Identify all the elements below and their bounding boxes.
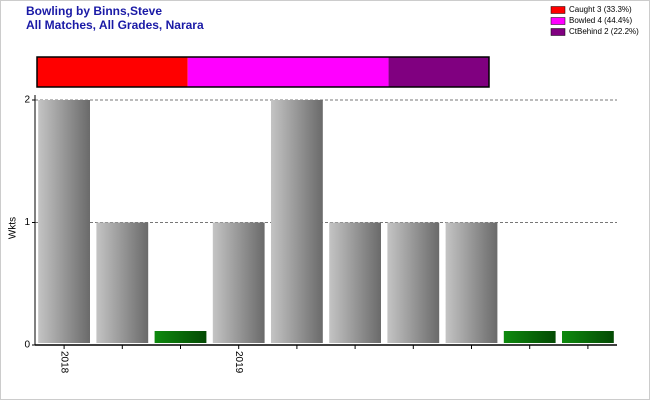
legend-swatch bbox=[550, 17, 566, 25]
proportion-segment bbox=[37, 57, 188, 87]
bar bbox=[38, 100, 90, 343]
bar bbox=[562, 331, 614, 343]
y-axis-label: Wkts bbox=[8, 217, 19, 239]
proportion-segment bbox=[388, 57, 489, 87]
chart-title: Bowling by Binns,Steve bbox=[26, 4, 162, 18]
legend-label: Bowled 4 (44.4%) bbox=[569, 16, 632, 25]
y-tick-label: 2 bbox=[24, 95, 30, 106]
legend-label: CtBehind 2 (22.2%) bbox=[569, 27, 639, 36]
bar bbox=[96, 222, 149, 343]
proportion-frame bbox=[36, 56, 490, 88]
chart-subtitle: All Matches, All Grades, Narara bbox=[26, 18, 204, 32]
x-tick-label: 2018 bbox=[58, 351, 69, 374]
bar bbox=[154, 331, 207, 343]
bar bbox=[445, 222, 498, 343]
legend-label: Caught 3 (33.3%) bbox=[569, 5, 632, 14]
y-tick-label: 0 bbox=[24, 340, 30, 351]
y-tick-label: 1 bbox=[24, 217, 30, 228]
legend-swatch bbox=[550, 28, 566, 36]
x-tick-label: 2019 bbox=[233, 351, 244, 374]
bar bbox=[212, 222, 265, 343]
bar bbox=[329, 222, 381, 343]
bar bbox=[387, 222, 440, 343]
proportion-segment bbox=[187, 57, 389, 87]
legend-swatch bbox=[550, 6, 566, 14]
bar bbox=[503, 331, 556, 343]
bar bbox=[271, 100, 323, 343]
